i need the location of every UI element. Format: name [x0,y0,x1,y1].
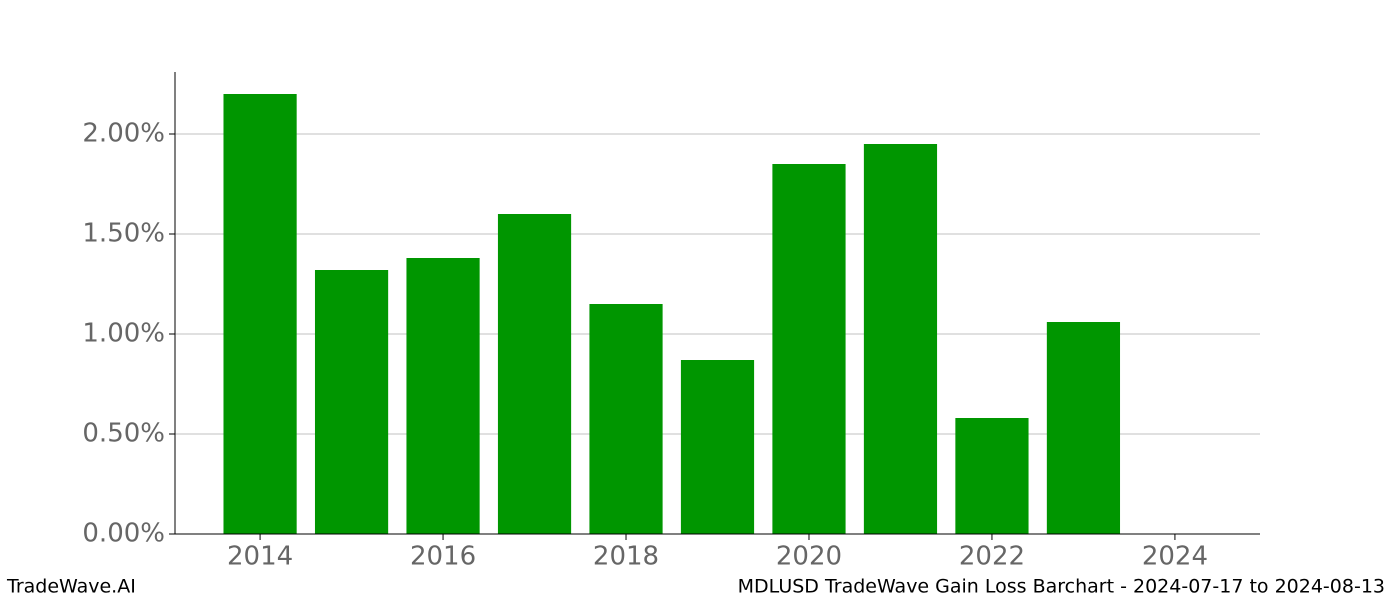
bar [772,164,846,534]
bar [1046,322,1121,534]
footer-left: TradeWave.AI [6,576,136,598]
bar [314,270,389,534]
bar [497,214,572,534]
x-tick-label: 2020 [776,542,842,572]
x-tick-label: 2022 [959,542,1025,572]
bar [863,144,938,534]
y-tick-label: 1.50% [82,219,165,249]
bar [955,418,1029,534]
bar [589,304,663,534]
x-tick-label: 2016 [410,542,476,572]
y-tick-label: 1.00% [82,319,165,349]
bar [223,94,297,534]
bar [680,360,755,534]
y-tick-label: 0.00% [82,519,165,549]
y-tick-label: 0.50% [82,419,165,449]
bar [406,258,480,534]
y-tick-label: 2.00% [82,119,165,149]
x-tick-label: 2014 [227,542,293,572]
x-tick-label: 2018 [593,542,659,572]
x-tick-label: 2024 [1142,542,1208,572]
footer-right: MDLUSD TradeWave Gain Loss Barchart - 20… [738,576,1385,598]
